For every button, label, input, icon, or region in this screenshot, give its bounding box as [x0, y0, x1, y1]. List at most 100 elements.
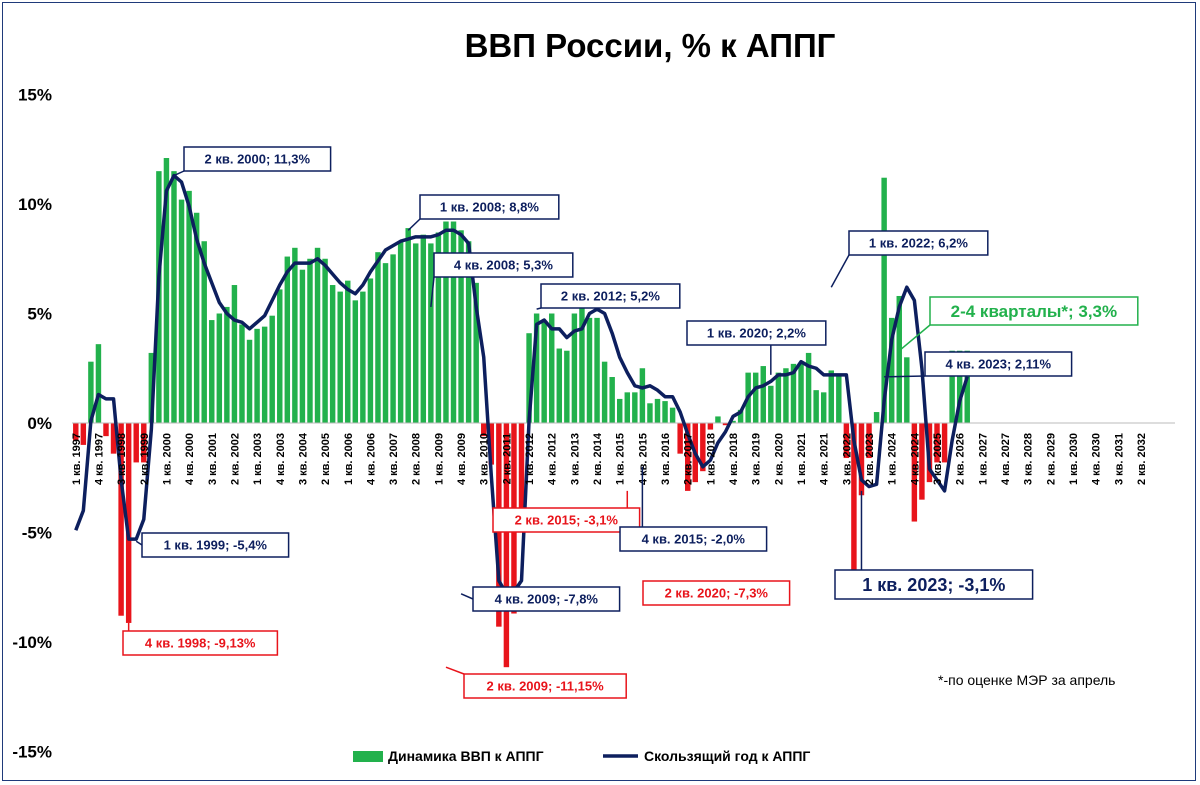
bar: [397, 241, 404, 423]
bar: [345, 280, 351, 423]
bar: [941, 423, 948, 463]
annotation: 2 кв. 2020; -7,3%: [642, 580, 791, 606]
annotation-box: [929, 296, 1139, 326]
annotation-label: 2 кв. 2015; -3,1%: [515, 513, 619, 528]
footnote: *-по оценке МЭР за апрель: [938, 672, 1115, 688]
legend-line-label: Скользящий год к АППГ: [644, 748, 810, 764]
annotation: 2 кв. 2015; -3,1%: [492, 490, 641, 533]
bar: [707, 423, 714, 430]
x-tick-label: 2 кв. 1999: [139, 433, 151, 485]
x-tick-label: 3 кв. 2013: [569, 433, 581, 485]
bar: [783, 368, 789, 423]
annotation-box: [924, 351, 1073, 377]
bar: [277, 289, 283, 423]
bar: [956, 350, 963, 423]
bar: [322, 258, 328, 423]
bar: [239, 324, 245, 423]
x-tick-label: 1 кв. 2006: [343, 433, 355, 485]
bar: [677, 423, 683, 454]
x-tick-label: 2 кв. 2026: [955, 433, 967, 485]
x-tick-label: 4 кв. 2027: [1000, 433, 1012, 485]
bar: [813, 390, 819, 423]
legend-bar-label: Динамика ВВП к АППГ: [388, 748, 544, 764]
bar: [964, 350, 970, 423]
bar: [775, 372, 782, 423]
annotation: 1 кв. 2022; 6,2%: [830, 230, 989, 288]
bar: [518, 423, 525, 511]
x-tick-label: 4 кв. 2021: [819, 433, 831, 485]
x-tick-label: 2 кв. 2005: [320, 433, 332, 485]
bar: [647, 403, 653, 423]
annotation-box: [433, 252, 574, 278]
bar: [760, 366, 766, 423]
x-tick-label: 2 кв. 2002: [229, 433, 241, 485]
annotation-label: 2 кв. 2020; -7,3%: [665, 586, 769, 601]
annotation-leader: [830, 254, 850, 288]
y-tick-label: 0%: [27, 414, 52, 433]
bar: [367, 278, 374, 423]
bar: [299, 269, 306, 423]
bar: [752, 372, 759, 423]
bar: [428, 243, 434, 423]
annotation: 2 кв. 2009; -11,15%: [445, 666, 627, 699]
annotation-box: [848, 230, 989, 256]
bar: [420, 234, 427, 423]
bar-series: [73, 158, 970, 668]
bar: [911, 423, 918, 522]
bar: [458, 230, 464, 423]
annotation-label: 1 кв. 2020; 2,2%: [707, 326, 806, 341]
bar: [216, 313, 223, 423]
x-tick-label: 2 кв. 2011: [501, 433, 513, 484]
bar: [586, 317, 593, 423]
bar: [934, 423, 940, 463]
annotation-label: 2 кв. 2000; 11,3%: [205, 152, 311, 167]
x-tick-label: 4 кв. 2000: [184, 433, 196, 485]
annotation-box: [419, 194, 560, 220]
bar: [103, 423, 109, 437]
annotation-box: [540, 283, 681, 309]
annotations: 2 кв. 2000; 11,3% 1 кв. 2008; 8,8% 4 кв. 2…: [122, 146, 1139, 699]
annotation-leader: [135, 540, 143, 546]
x-tick-label: 2 кв. 2014: [592, 432, 604, 485]
annotation-label: 2 кв. 2009; -11,15%: [487, 679, 605, 694]
bar: [178, 199, 185, 423]
bar: [526, 333, 532, 423]
bar: [866, 423, 872, 459]
bar: [246, 339, 253, 423]
annotation-leader: [173, 170, 185, 177]
annotation-box: [492, 507, 641, 533]
bar: [858, 423, 865, 496]
x-tick-label: 2 кв. 2032: [1136, 433, 1148, 485]
bar: [836, 374, 842, 423]
bar: [571, 313, 578, 423]
bar: [88, 361, 94, 423]
annotation-box: [472, 586, 621, 612]
annotation-leader: [460, 593, 474, 600]
x-tick-label: 1 кв. 2003: [252, 433, 264, 485]
bar: [125, 423, 132, 623]
annotation: 2 кв. 2012; 5,2%: [536, 283, 681, 310]
x-tick-label: 1 кв. 1997: [71, 433, 83, 485]
annotation-leader: [445, 666, 465, 675]
bar: [193, 212, 200, 423]
bar: [564, 350, 570, 423]
bar: [609, 377, 615, 423]
bar: [798, 363, 804, 423]
bar: [556, 348, 562, 423]
bar: [851, 423, 857, 583]
x-tick-label: 4 кв. 2012: [547, 433, 559, 485]
bar: [231, 285, 238, 423]
annotation-label: 4 кв. 2008; 5,3%: [454, 258, 553, 273]
bar: [481, 423, 487, 437]
annotation-leader: [898, 324, 931, 352]
annotation-label: 2-4 кварталы*; 3,3%: [951, 302, 1118, 321]
x-tick-label: 4 кв. 2018: [728, 433, 740, 485]
bar: [292, 247, 298, 423]
bar: [579, 306, 585, 423]
bar: [261, 326, 268, 423]
chart-title: ВВП России, % к АППГ: [465, 27, 836, 64]
annotation-label: 1 кв. 2022; 6,2%: [869, 236, 968, 251]
bar: [617, 398, 623, 423]
bar: [473, 282, 479, 423]
bar: [375, 252, 381, 423]
